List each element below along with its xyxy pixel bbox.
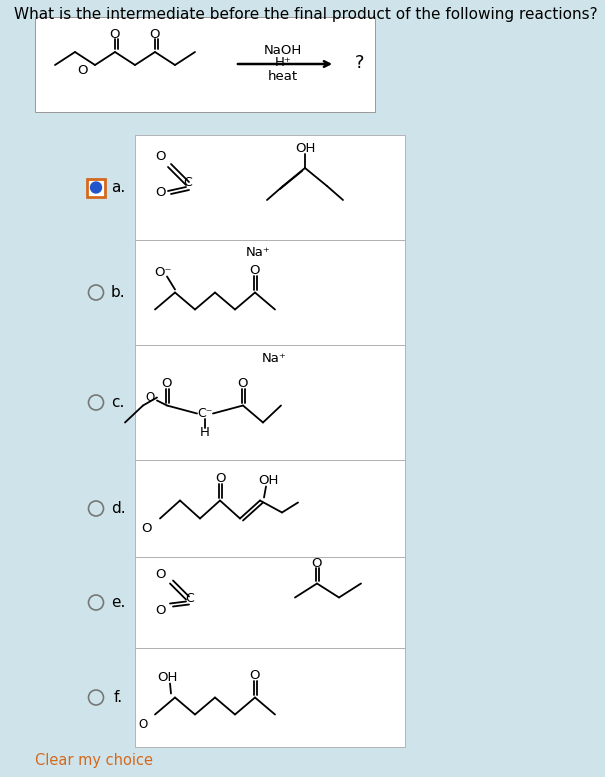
- Text: O: O: [155, 604, 165, 617]
- Text: OH: OH: [157, 671, 177, 684]
- Bar: [135, 135, 405, 240]
- Text: O: O: [250, 669, 260, 682]
- Bar: [135, 648, 405, 747]
- Text: f.: f.: [114, 690, 123, 705]
- Bar: [135, 557, 405, 648]
- Text: C⁻: C⁻: [197, 407, 213, 420]
- Text: O: O: [250, 264, 260, 277]
- Circle shape: [91, 182, 102, 193]
- Text: O: O: [162, 377, 172, 390]
- Text: Clear my choice: Clear my choice: [35, 752, 153, 768]
- Bar: [35, 17, 375, 112]
- Text: O: O: [145, 391, 155, 404]
- Text: OH: OH: [258, 474, 278, 487]
- Text: O: O: [110, 27, 120, 40]
- Text: Na⁺: Na⁺: [246, 246, 270, 259]
- Text: O: O: [155, 568, 165, 581]
- Bar: [87, 179, 105, 197]
- Text: C: C: [184, 176, 192, 190]
- Text: a.: a.: [111, 180, 125, 195]
- Text: heat: heat: [268, 71, 298, 83]
- Text: H⁺: H⁺: [275, 57, 292, 69]
- Text: O: O: [215, 472, 225, 485]
- Text: O: O: [155, 186, 165, 198]
- Text: O: O: [155, 149, 165, 162]
- Text: OH: OH: [295, 141, 315, 155]
- Text: O: O: [141, 522, 151, 535]
- Text: NaOH: NaOH: [264, 44, 302, 57]
- Text: H: H: [200, 426, 210, 439]
- Text: ?: ?: [355, 54, 365, 72]
- Text: Na⁺: Na⁺: [261, 353, 286, 365]
- Text: O⁻: O⁻: [154, 266, 172, 279]
- Bar: [135, 345, 405, 460]
- Text: C: C: [186, 592, 194, 605]
- Text: e.: e.: [111, 595, 125, 610]
- Text: c.: c.: [111, 395, 125, 410]
- Text: O: O: [312, 557, 322, 570]
- Bar: [135, 240, 405, 345]
- Text: O: O: [238, 377, 248, 390]
- Text: O: O: [139, 718, 148, 731]
- Bar: [135, 460, 405, 557]
- Text: O: O: [150, 27, 160, 40]
- Text: What is the intermediate before the final product of the following reactions?: What is the intermediate before the fina…: [14, 8, 598, 23]
- Text: O: O: [77, 64, 87, 78]
- Text: b.: b.: [111, 285, 125, 300]
- Text: d.: d.: [111, 501, 125, 516]
